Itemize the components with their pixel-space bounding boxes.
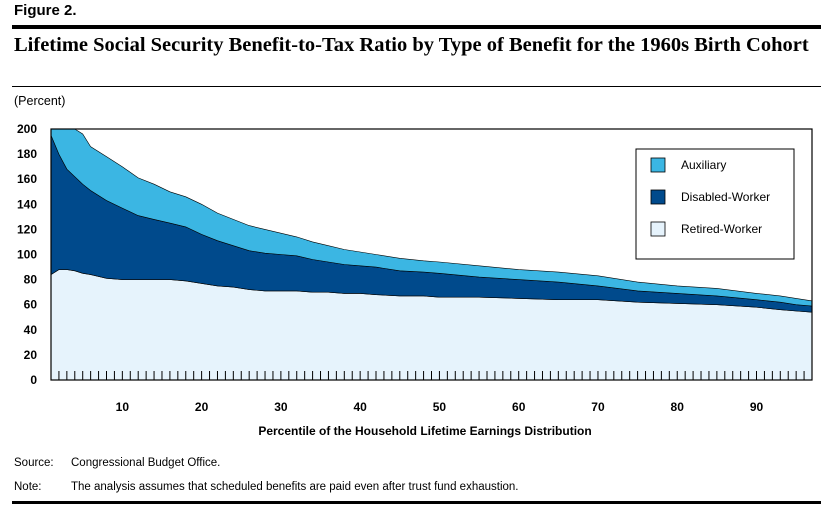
source-text: Congressional Budget Office. [71,457,221,469]
plot-frame [50,128,813,381]
x-axis-label: Percentile of the Household Lifetime Ear… [258,424,591,438]
y-tick-label: 0 [30,373,37,387]
x-tick-label: 30 [274,400,288,414]
legend-swatch-auxiliary [650,157,666,173]
legend-label-disabled-worker: Disabled-Worker [681,190,770,204]
x-tick-marks [58,371,805,380]
chart-title: Lifetime Social Security Benefit-to-Tax … [14,34,809,56]
x-tick-labels: 10 20 30 40 50 60 70 80 90 [116,400,764,414]
title-rule [12,86,821,87]
bottom-rule [12,501,821,504]
x-tick-label: 60 [512,400,526,414]
unit-label: (Percent) [14,94,66,108]
x-tick-label: 80 [671,400,685,414]
y-tick-label: 200 [17,122,37,136]
y-tick-label: 120 [17,222,37,236]
benefit-ratio-chart: 0 20 40 60 80 100 120 140 160 180 200 10 20 30 40 50 60… [17,122,813,438]
y-tick-label: 80 [24,273,38,287]
y-tick-label: 180 [17,147,37,161]
note-label: Note: [14,481,42,493]
y-tick-label: 40 [24,323,38,337]
x-tick-label: 90 [750,400,764,414]
source-line: Source: Congressional Budget Office. [14,457,220,469]
y-tick-label: 140 [17,197,37,211]
y-tick-label: 160 [17,172,37,186]
x-tick-label: 70 [591,400,605,414]
source-label: Source: [14,457,54,469]
x-tick-label: 20 [195,400,209,414]
x-tick-label: 50 [433,400,447,414]
legend-label-auxiliary: Auxiliary [681,158,726,172]
x-tick-label: 40 [353,400,367,414]
legend-label-retired-worker: Retired-Worker [681,222,762,236]
legend: Auxiliary Disabled-Worker Retired-Worker [635,148,795,260]
area-layers [50,128,813,381]
note-text: The analysis assumes that scheduled bene… [71,481,519,493]
note-line: Note: The analysis assumes that scheduled… [14,481,519,493]
x-tick-label: 10 [116,400,130,414]
y-tick-label: 20 [24,348,38,362]
figure-label: Figure 2. [14,2,77,19]
legend-swatch-retired-worker [650,221,666,237]
top-rule [12,25,821,29]
y-tick-labels: 0 20 40 60 80 100 120 140 160 180 200 [17,122,37,387]
legend-swatch-disabled-worker [650,189,666,205]
y-tick-label: 100 [17,248,37,262]
y-tick-label: 60 [24,298,38,312]
